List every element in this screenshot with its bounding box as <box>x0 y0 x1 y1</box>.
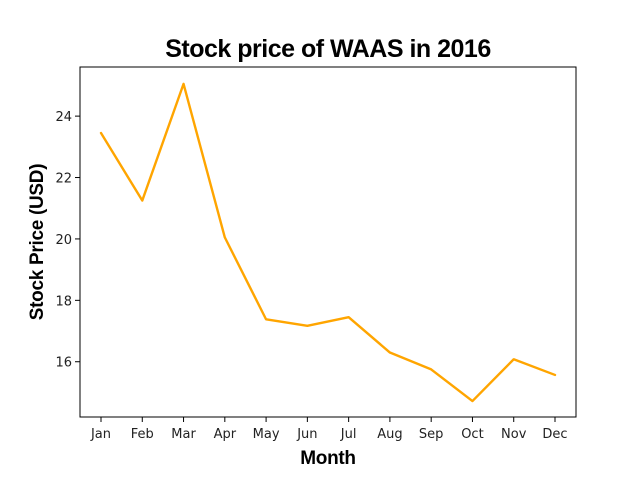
y-tick-label: 18 <box>55 294 72 309</box>
x-tick-label: Jul <box>340 427 357 442</box>
x-tick-label: Mar <box>171 427 196 442</box>
y-tick-label: 20 <box>55 233 72 248</box>
y-tick-label: 22 <box>55 172 72 187</box>
x-tick-label: Jun <box>296 427 317 442</box>
x-axis-ticks: Jan Feb Mar Apr May Jun Jul Aug Sep Oct Nov Dec <box>90 417 568 442</box>
x-tick-label: Dec <box>542 427 567 442</box>
x-tick-label: Apr <box>214 427 237 442</box>
x-tick-label: Feb <box>131 427 154 442</box>
plot-area-frame <box>79 66 577 418</box>
x-tick-label: Jan <box>90 427 111 442</box>
x-tick-label: Nov <box>501 427 527 442</box>
x-axis-label: Month <box>300 448 355 469</box>
y-tick-label: 16 <box>55 356 72 371</box>
y-tick-label: 24 <box>55 110 72 125</box>
series-line <box>99 82 557 403</box>
y-axis-label: Stock Price (USD) <box>27 164 48 320</box>
x-tick-label: Sep <box>419 427 444 442</box>
x-tick-label: Aug <box>377 427 402 442</box>
chart-title: Stock price of WAAS in 2016 <box>165 35 491 63</box>
series-layer <box>99 82 557 403</box>
y-axis-ticks: 16 18 20 22 24 <box>55 110 80 371</box>
x-tick-label: Oct <box>461 427 483 442</box>
x-tick-label: May <box>253 427 280 442</box>
